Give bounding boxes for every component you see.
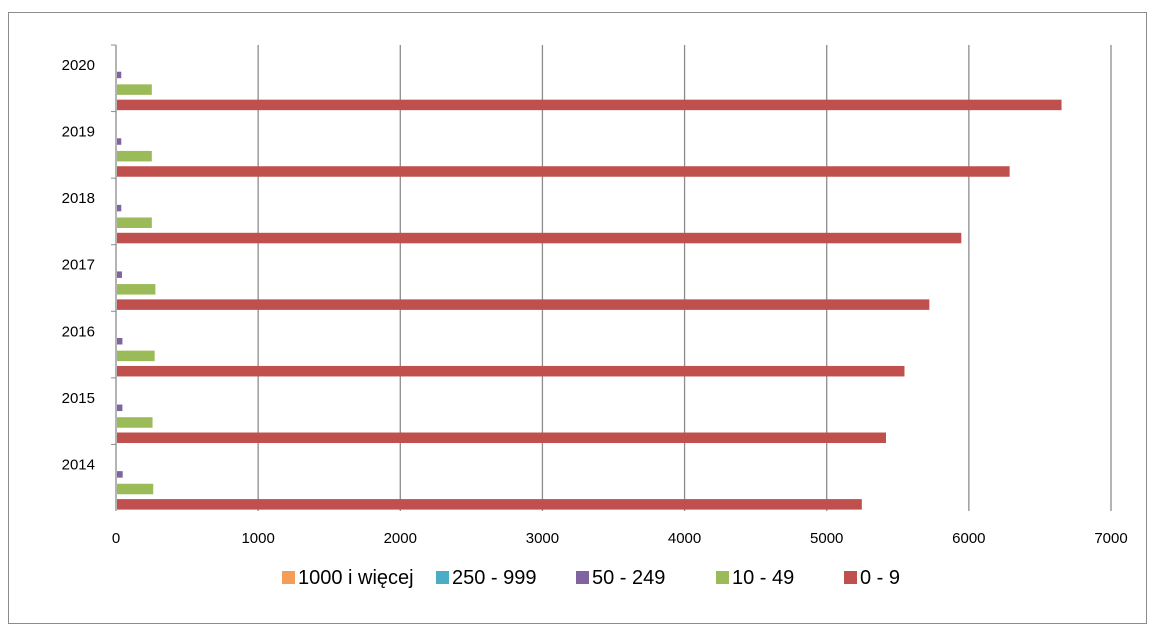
x-tick-label: 4000 [668, 530, 701, 547]
bar [117, 499, 862, 510]
y-tick-label: 2020 [62, 57, 95, 74]
bar [117, 350, 155, 362]
x-tick-label: 2000 [384, 530, 417, 547]
legend: 1000 i więcej 250 - 999 50 - 249 10 - 49 0 -… [282, 567, 900, 589]
y-tick-label: 2017 [62, 257, 95, 274]
bar [117, 271, 122, 278]
bar [117, 150, 152, 162]
x-axis: 0 1000 2000 3000 4000 5000 6000 7000 [112, 530, 1128, 547]
legend-item: 50 - 249 [576, 567, 665, 589]
legend-item: 0 - 9 [844, 567, 900, 589]
x-tick-label: 5000 [810, 530, 843, 547]
legend-item: 10 - 49 [716, 567, 794, 589]
bar [117, 471, 123, 478]
bar [117, 232, 962, 244]
y-tick-label: 2018 [62, 190, 95, 207]
legend-item: 250 - 999 [436, 567, 537, 589]
y-tick-label: 2019 [62, 124, 95, 141]
bar [117, 432, 886, 444]
legend-label: 250 - 999 [452, 567, 537, 589]
chart-frame: 2014 2015 2016 2017 2018 2019 2020 0 1000 2000 30… [8, 12, 1147, 624]
x-tick-label: 3000 [526, 530, 559, 547]
legend-swatch [282, 571, 295, 584]
legend-swatch [436, 571, 449, 584]
x-tick-label: 6000 [952, 530, 985, 547]
bar [117, 71, 122, 79]
legend-label: 0 - 9 [860, 567, 900, 589]
y-tick-label: 2014 [62, 456, 95, 473]
legend-label: 1000 i więcej [298, 567, 414, 589]
y-tick-label: 2015 [62, 390, 95, 407]
bar [117, 217, 152, 228]
bars [117, 71, 1062, 510]
y-tick-label: 2016 [62, 323, 95, 340]
gridlines [257, 45, 1112, 511]
y-axis: 2014 2015 2016 2017 2018 2019 2020 [62, 44, 117, 511]
legend-swatch [844, 571, 857, 584]
legend-swatch [716, 571, 729, 584]
bar [117, 365, 905, 377]
legend-swatch [576, 571, 589, 584]
bar [117, 417, 153, 428]
legend-item: 1000 i więcej [282, 567, 414, 589]
legend-label: 50 - 249 [592, 567, 665, 589]
legend-label: 10 - 49 [732, 567, 794, 589]
bar [117, 337, 123, 345]
bar [117, 138, 122, 145]
bar [117, 204, 122, 212]
bar [117, 84, 152, 95]
bar [117, 483, 154, 495]
x-tick-label: 1000 [241, 530, 274, 547]
x-tick-label: 7000 [1094, 530, 1127, 547]
bar [117, 99, 1062, 111]
bar [117, 284, 156, 295]
bar [117, 166, 1010, 177]
bar [117, 299, 930, 310]
x-tick-label: 0 [112, 530, 120, 547]
bar [117, 404, 123, 412]
bar-chart: 2014 2015 2016 2017 2018 2019 2020 0 1000 2000 30… [62, 44, 1128, 589]
